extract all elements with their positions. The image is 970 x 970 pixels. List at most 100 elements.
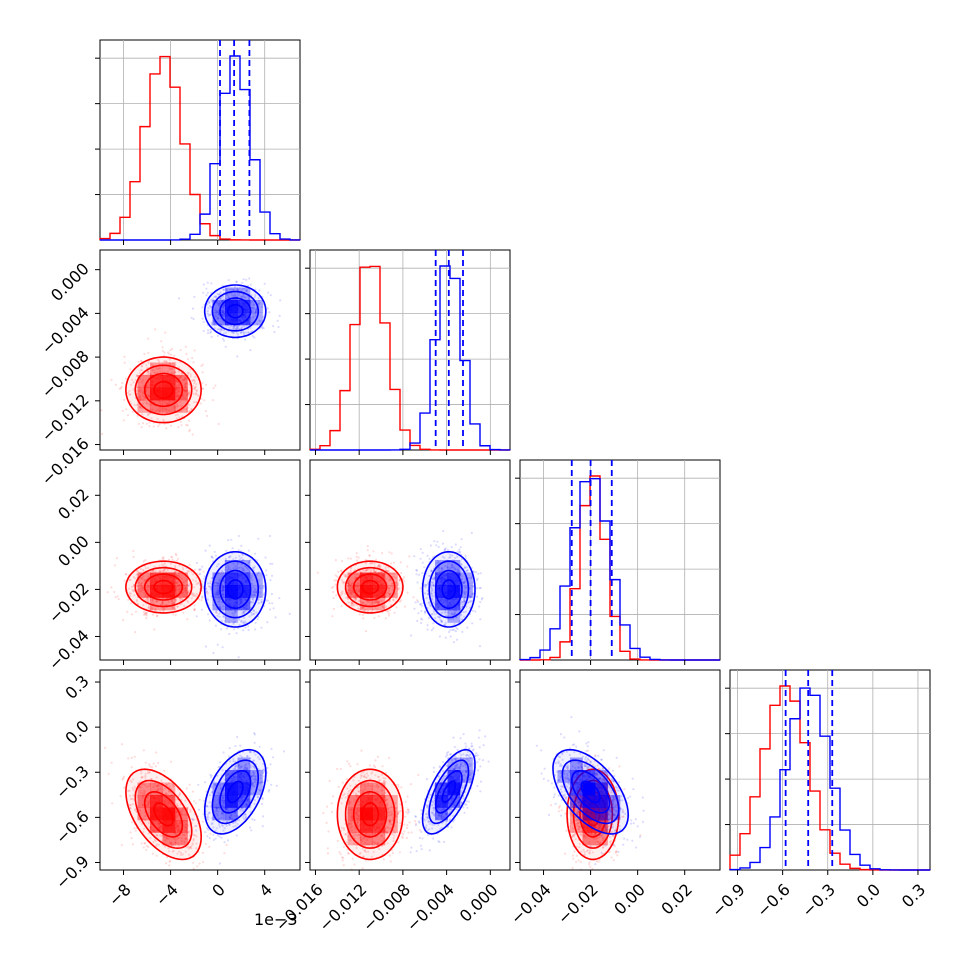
scatter-point — [132, 388, 135, 391]
scatter-point — [137, 589, 140, 592]
scatter-point — [210, 291, 213, 294]
scatter-point — [258, 319, 261, 322]
scatter-point — [133, 827, 136, 830]
scatter-point — [169, 363, 172, 366]
scatter-point — [145, 617, 148, 620]
scatter-point — [132, 555, 135, 559]
scatter-point — [244, 626, 247, 629]
scatter-point — [175, 581, 178, 585]
scatter-point — [156, 367, 159, 370]
scatter-point — [162, 565, 165, 568]
scatter-point — [147, 387, 150, 390]
scatter-point — [211, 298, 214, 301]
scatter-point — [316, 571, 319, 574]
scatter-point — [179, 420, 182, 423]
scatter-point — [250, 306, 254, 309]
scatter-point — [198, 862, 201, 865]
scatter-point — [204, 842, 207, 845]
scatter-point — [340, 605, 343, 608]
scatter-point — [158, 564, 161, 568]
scatter-point — [237, 534, 240, 538]
scatter-point — [204, 549, 207, 552]
panel-background — [100, 250, 300, 450]
scatter-point — [392, 561, 396, 564]
scatter-point — [201, 371, 204, 374]
scatter-point — [207, 585, 210, 588]
scatter-point — [178, 384, 181, 387]
scatter-point — [179, 401, 182, 404]
scatter-point — [395, 606, 398, 609]
scatter-point — [188, 383, 191, 386]
scatter-point — [223, 314, 226, 317]
scatter-point — [253, 296, 256, 299]
scatter-point — [218, 301, 221, 304]
scatter-point — [254, 311, 257, 315]
scatter-point — [230, 538, 233, 541]
scatter-point — [208, 845, 211, 849]
scatter-point — [140, 359, 143, 362]
scatter-point — [177, 426, 180, 429]
scatter-point — [188, 428, 191, 431]
scatter-point — [454, 543, 457, 546]
scatter-point — [142, 570, 145, 573]
scatter-point — [138, 386, 142, 389]
scatter-point — [149, 373, 152, 376]
scatter-point — [247, 331, 250, 334]
scatter-point — [454, 630, 457, 633]
scatter-point — [195, 615, 198, 618]
scatter-point — [159, 370, 162, 373]
scatter-point — [188, 563, 191, 566]
scatter-point — [444, 547, 447, 550]
scatter-point — [168, 367, 171, 370]
scatter-point — [128, 587, 131, 590]
scatter-point — [252, 303, 255, 307]
scatter-point — [178, 571, 181, 574]
scatter-point — [104, 746, 107, 750]
scatter-point — [243, 333, 246, 336]
scatter-point — [357, 556, 360, 559]
scatter-point — [154, 608, 157, 612]
scatter-point — [209, 832, 212, 835]
scatter-point — [222, 288, 225, 291]
scatter-point — [131, 843, 134, 846]
scatter-point — [222, 309, 225, 312]
scatter-point — [432, 622, 435, 625]
scatter-point — [270, 592, 273, 596]
scatter-point — [388, 551, 391, 554]
scatter-point — [195, 583, 198, 586]
scatter-point — [169, 349, 172, 352]
scatter-point — [137, 581, 140, 584]
scatter-point — [273, 331, 276, 334]
scatter-point — [418, 573, 421, 577]
scatter-point — [220, 628, 223, 631]
scatter-point — [196, 865, 199, 868]
scatter-point — [333, 579, 336, 582]
scatter-point — [205, 414, 208, 418]
scatter-point — [169, 424, 173, 427]
scatter-point — [229, 875, 231, 877]
scatter-point — [150, 362, 153, 366]
scatter-panel-3-2 — [309, 459, 511, 661]
scatter-point — [213, 327, 216, 330]
scatter-point — [162, 610, 165, 613]
scatter-point — [198, 573, 201, 576]
scatter-point — [145, 613, 148, 616]
scatter-point — [146, 402, 149, 405]
scatter-point — [251, 335, 254, 338]
scatter-point — [177, 384, 180, 387]
scatter-point — [125, 408, 128, 411]
scatter-point — [161, 602, 164, 605]
scatter-point — [214, 315, 217, 318]
scatter-point — [268, 311, 271, 314]
scatter-point — [147, 606, 150, 609]
scatter-point — [123, 579, 126, 582]
scatter-point — [147, 413, 150, 416]
scatter-point — [220, 300, 223, 303]
scatter-point — [194, 380, 197, 383]
scatter-point — [114, 596, 117, 599]
scatter-point — [222, 315, 225, 318]
scatter-point — [399, 561, 402, 564]
scatter-point — [122, 777, 125, 780]
scatter-point — [208, 544, 211, 547]
